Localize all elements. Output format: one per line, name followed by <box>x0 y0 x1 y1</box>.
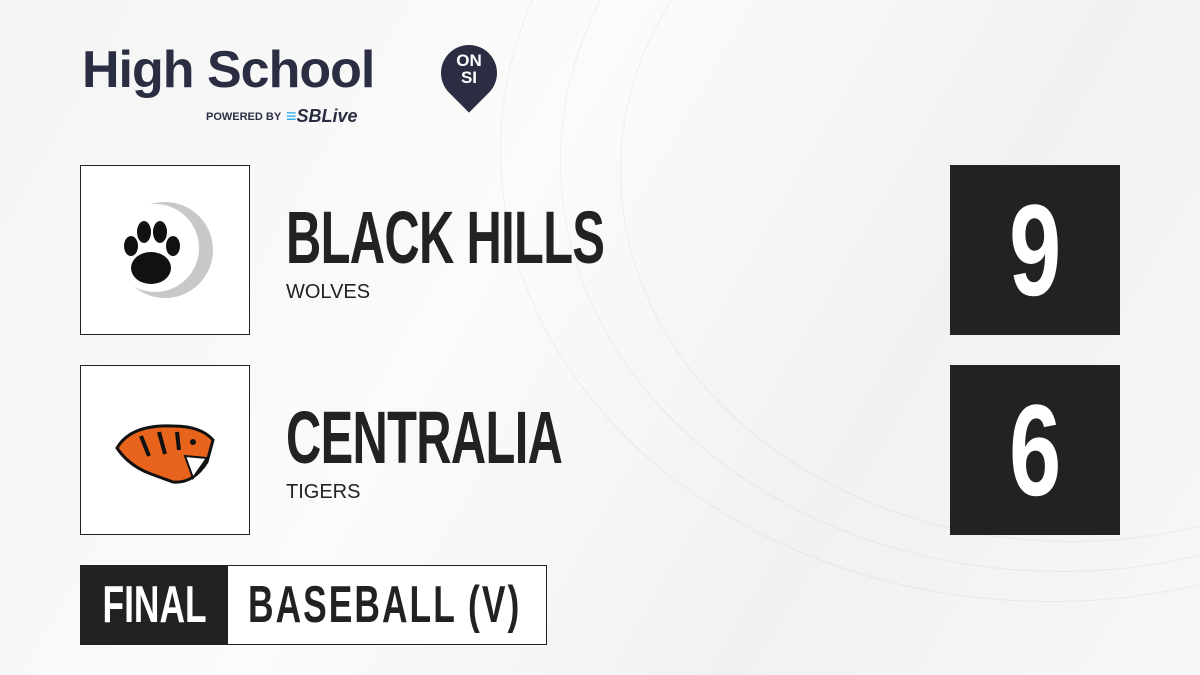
team-score: 9 <box>1008 177 1062 323</box>
team-logo-black-hills <box>80 165 250 335</box>
sport-label: BASEBALL (V) <box>228 566 650 644</box>
team-score: 6 <box>1008 377 1062 523</box>
team-score-box: 6 <box>950 365 1120 535</box>
team-mascot: TIGERS <box>286 481 361 503</box>
sport-text: BASEBALL (V) <box>248 576 522 634</box>
wolf-paw-icon <box>111 202 213 298</box>
sblive-logo: ≡SBLive <box>286 106 358 127</box>
sblive-mark-icon: ≡ <box>286 106 297 126</box>
badge-top: ON <box>456 51 482 70</box>
powered-by: POWERED BY <box>206 111 282 123</box>
team-name: CENTRALIA <box>286 396 563 479</box>
team-score-box: 9 <box>950 165 1120 335</box>
badge-bottom: SI <box>460 68 478 87</box>
on-si-badge: ON SI <box>441 52 497 86</box>
status-text: FINAL <box>102 576 207 634</box>
team-mascot: WOLVES <box>286 281 371 303</box>
final-badge: FINAL <box>81 566 228 644</box>
team-name: BLACK HILLS <box>286 196 605 279</box>
team-logo-centralia <box>80 365 250 535</box>
game-status-bar: FINAL BASEBALL (V) <box>80 565 547 645</box>
brand-title: High School <box>82 41 375 99</box>
sblive-text: SBLive <box>296 106 358 126</box>
tiger-head-icon <box>115 424 215 484</box>
